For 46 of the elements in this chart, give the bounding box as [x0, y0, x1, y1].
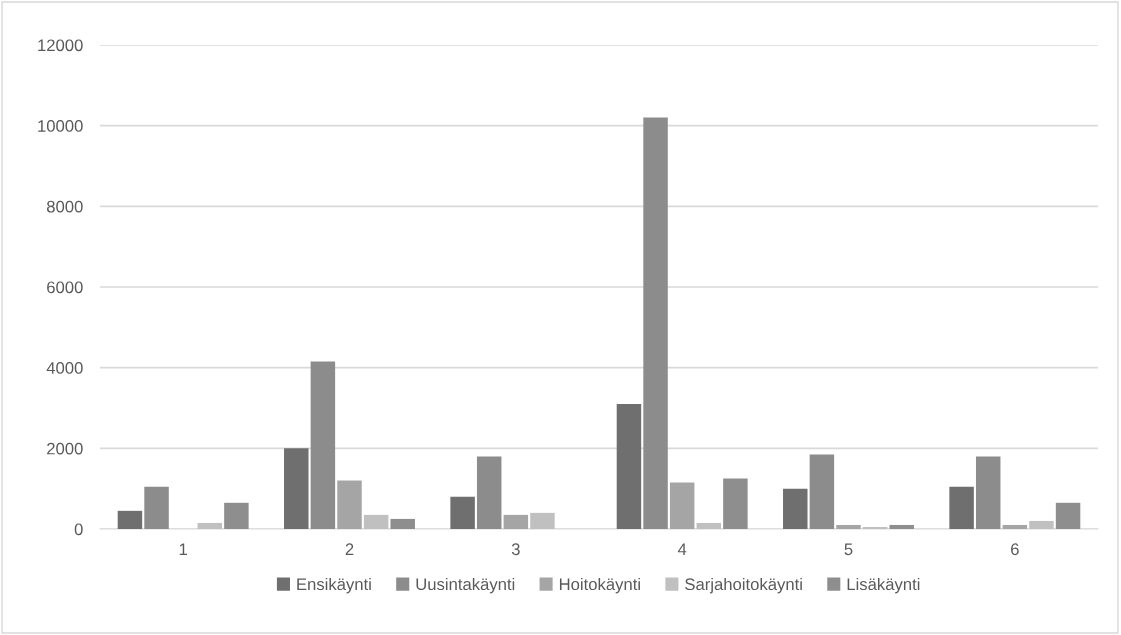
bar	[723, 478, 748, 529]
bar	[197, 522, 223, 529]
bar	[363, 514, 389, 529]
bar	[450, 496, 475, 529]
legend-label: Sarjahoitokäynti	[685, 577, 802, 594]
bar	[224, 502, 249, 529]
y-tick-label: 6000	[47, 281, 83, 294]
bar	[144, 486, 169, 529]
legend-label: Hoitokäynti	[559, 577, 640, 594]
legend-label: Ensikäynti	[297, 577, 371, 594]
bar	[337, 480, 362, 529]
x-tick-label: 4	[677, 543, 687, 555]
y-tick-label: 10000	[38, 120, 83, 132]
bar	[862, 526, 888, 529]
bar	[284, 448, 309, 529]
bar	[783, 488, 808, 529]
y-tick-label: 4000	[46, 362, 83, 374]
bar	[476, 456, 502, 529]
bar	[1002, 524, 1028, 529]
x-tick-label: 5	[844, 543, 853, 556]
bar	[1055, 502, 1081, 529]
bar	[643, 117, 668, 529]
bar	[310, 361, 336, 529]
bar	[390, 518, 415, 529]
bar	[809, 454, 835, 529]
y-tick-label: 2000	[47, 442, 83, 455]
legend-label: Uusintakäynti	[416, 577, 515, 594]
bar	[889, 524, 914, 529]
x-tick-label: 2	[345, 543, 354, 555]
y-tick-label: 8000	[46, 200, 83, 213]
bar	[975, 456, 1001, 529]
bar	[836, 524, 861, 529]
x-tick-label: 6	[1011, 543, 1019, 556]
bar	[530, 512, 555, 529]
y-tick-label: 0	[74, 523, 83, 536]
y-tick-label: 12000	[38, 39, 83, 52]
x-tick-label: 1	[179, 543, 187, 555]
bar	[949, 486, 974, 529]
legend-label: Lisäkäynti	[847, 577, 920, 594]
bar	[696, 522, 722, 529]
bar	[117, 510, 143, 529]
bar	[669, 482, 695, 529]
bar	[616, 403, 642, 529]
bar	[503, 514, 529, 529]
x-tick-label: 3	[511, 543, 520, 556]
bar	[1029, 520, 1054, 529]
